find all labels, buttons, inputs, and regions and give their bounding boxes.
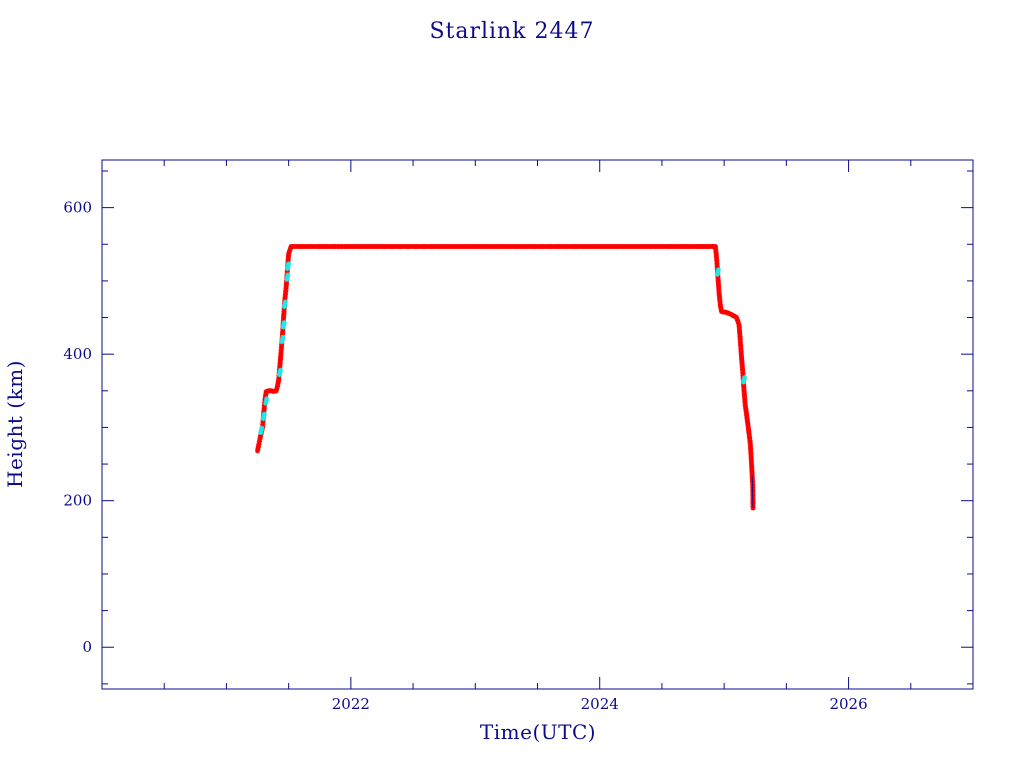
data-point bbox=[286, 261, 292, 267]
data-point bbox=[260, 416, 266, 422]
y-tick-label: 200 bbox=[63, 492, 92, 510]
chart-title: Starlink 2447 bbox=[429, 19, 594, 44]
data-point bbox=[258, 430, 264, 436]
trace-line bbox=[751, 475, 754, 509]
data-points bbox=[255, 243, 756, 511]
data-point bbox=[282, 299, 288, 305]
data-point bbox=[263, 400, 269, 406]
data-point bbox=[715, 267, 721, 273]
data-point bbox=[284, 276, 290, 282]
x-tick-label: 2024 bbox=[581, 695, 619, 713]
data-point bbox=[281, 320, 287, 326]
y-tick-label: 600 bbox=[63, 199, 92, 217]
data-point bbox=[264, 396, 270, 402]
data-point bbox=[285, 272, 291, 278]
y-tick-label: 0 bbox=[82, 638, 92, 656]
x-tick-label: 2022 bbox=[332, 695, 370, 713]
x-axis-label: Time(UTC) bbox=[480, 720, 596, 744]
data-point bbox=[742, 375, 748, 381]
x-axis: 2022 2024 2026 bbox=[163, 160, 912, 713]
y-axis: 0 200 400 600 bbox=[63, 170, 973, 685]
y-tick-label: 400 bbox=[63, 345, 92, 363]
data-point bbox=[741, 379, 747, 385]
data-point bbox=[280, 324, 286, 330]
data-point bbox=[277, 367, 283, 373]
data-point bbox=[259, 425, 265, 431]
plot-frame bbox=[101, 159, 974, 690]
data-point bbox=[714, 271, 720, 277]
data-point bbox=[279, 339, 285, 345]
data-point bbox=[281, 304, 287, 310]
data-point bbox=[276, 372, 282, 378]
data-point bbox=[280, 334, 286, 340]
data-point bbox=[261, 411, 267, 417]
x-tick-label: 2026 bbox=[829, 695, 867, 713]
data-point bbox=[285, 265, 291, 271]
y-axis-label: Height (km) bbox=[3, 360, 27, 488]
